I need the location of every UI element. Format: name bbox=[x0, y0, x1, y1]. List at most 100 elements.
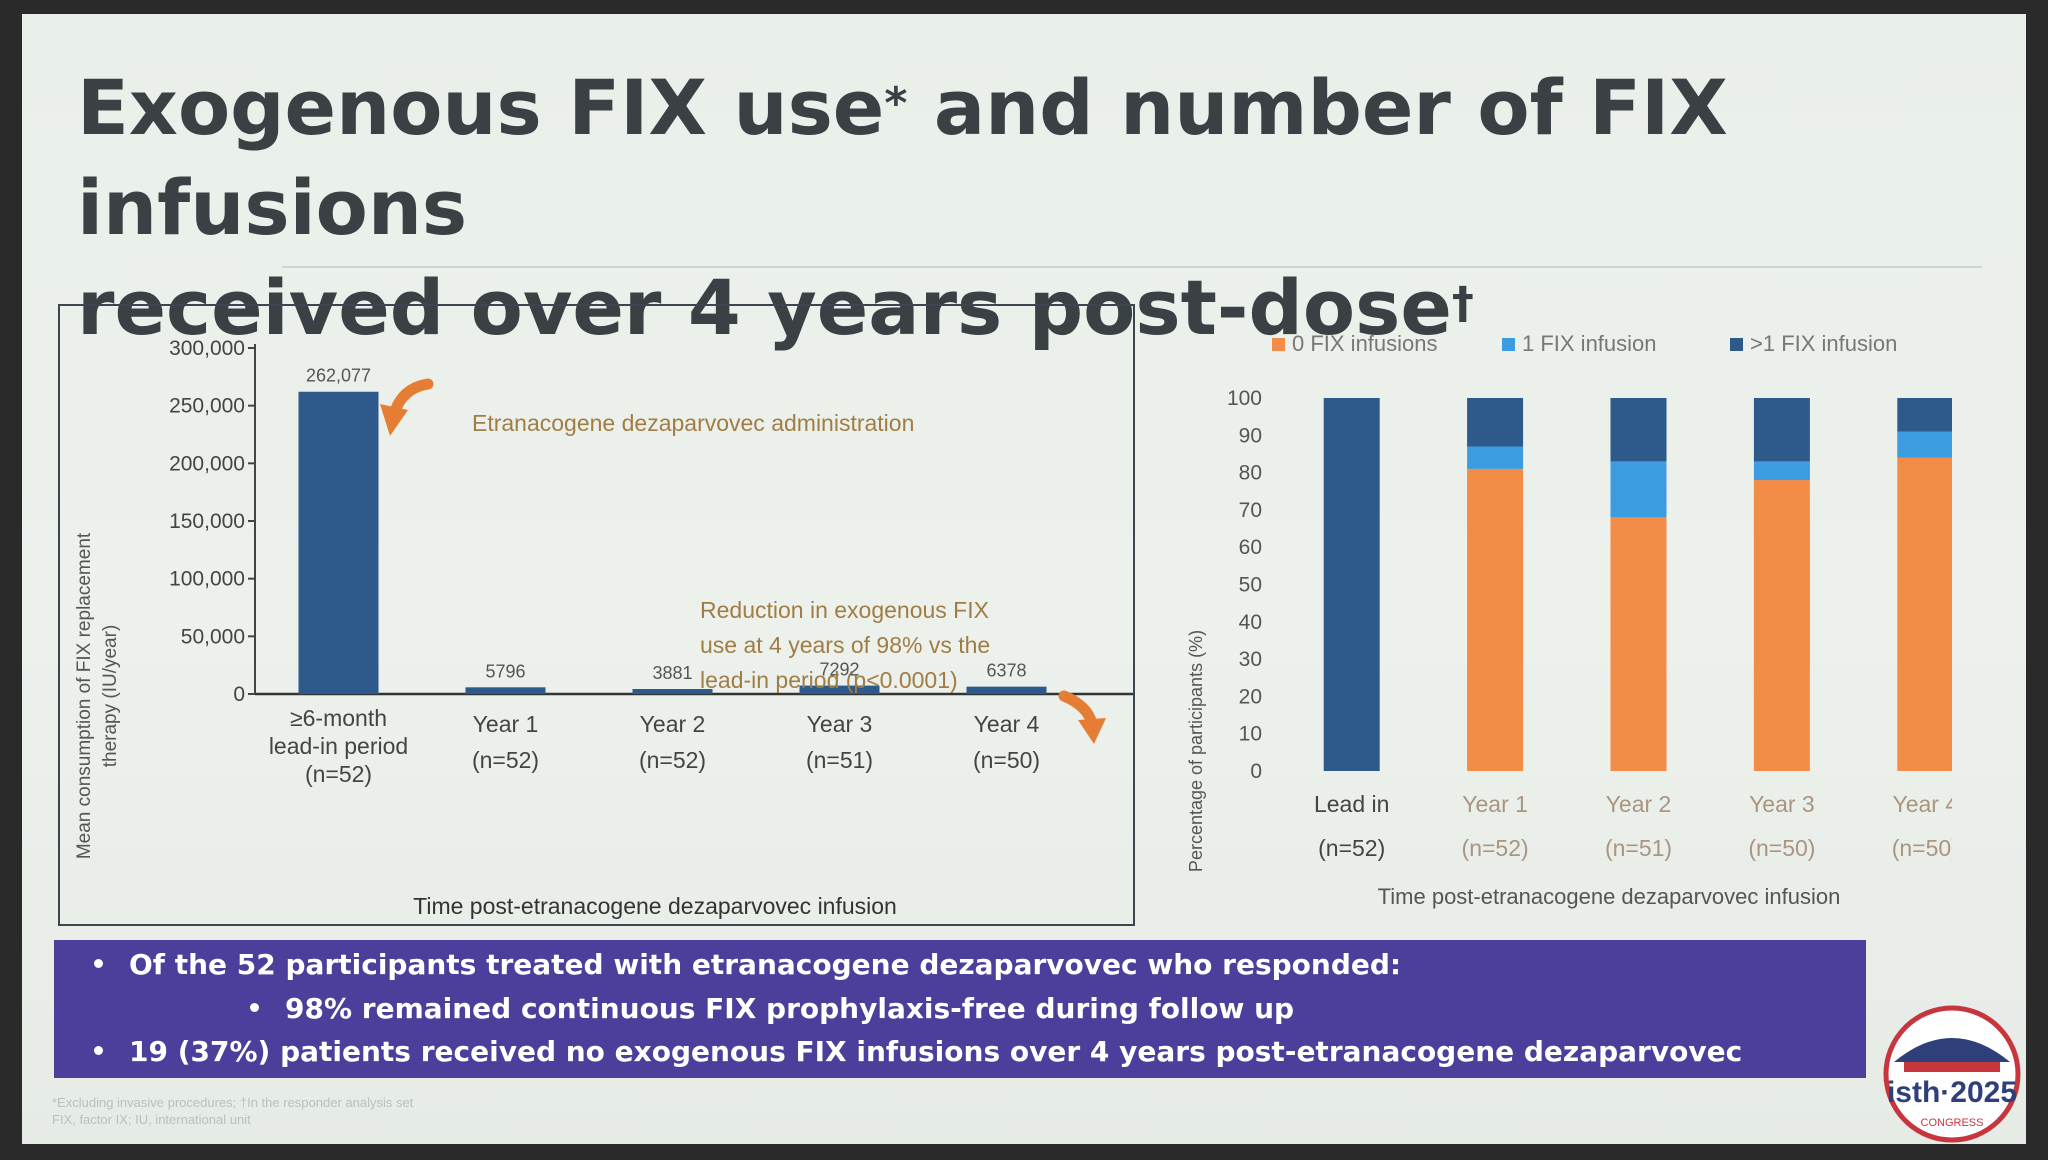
reduction-arrow-icon bbox=[1058, 690, 1106, 744]
stacked-bar-segment bbox=[1897, 431, 1952, 458]
isth-logo: isth·2025 CONGRESS bbox=[1883, 1005, 2021, 1143]
bar bbox=[632, 689, 713, 694]
stacked-bar-segment bbox=[1467, 468, 1524, 771]
legend-swatch bbox=[1730, 338, 1743, 351]
bar-value-label: 3881 bbox=[652, 663, 692, 683]
annotation-line: lead-in period (p<0.0001) bbox=[700, 667, 958, 693]
slide: Exogenous FIX use* and number of FIX inf… bbox=[22, 14, 2026, 1144]
category-label: (n=52) bbox=[472, 747, 539, 773]
bar-value-label: 7292 bbox=[819, 660, 859, 680]
category-label: Year 3 bbox=[807, 711, 873, 737]
category-label: (n=50) bbox=[1892, 835, 1952, 861]
admin-arrow-icon bbox=[380, 378, 434, 436]
title-dagger: † bbox=[1451, 278, 1474, 329]
y-tick-label: 100 bbox=[1227, 387, 1262, 410]
y-tick-label: 10 bbox=[1239, 723, 1262, 746]
legend-swatch bbox=[1272, 338, 1285, 351]
y-axis-label-line2: therapy (IU/year) bbox=[100, 625, 121, 768]
title-divider bbox=[282, 266, 1982, 268]
category-label: Year 1 bbox=[473, 711, 539, 737]
reduction-annotation: Reduction in exogenous FIX use at 4 years… bbox=[700, 597, 990, 693]
x-axis-label: Time post-etranacogene dezaparvovec infu… bbox=[1378, 884, 1841, 909]
admin-annotation: Etranacogene dezaparvovec administration bbox=[472, 410, 914, 436]
annotation-line: use at 4 years of 98% vs the bbox=[700, 632, 990, 658]
y-tick-label: 0 bbox=[1250, 760, 1262, 783]
category-label: ≥6-month bbox=[290, 705, 387, 731]
stacked-bar-segment bbox=[1610, 517, 1667, 771]
category-label: (n=52) bbox=[1462, 835, 1529, 861]
y-axis-label: Percentage of participants (%) bbox=[1186, 630, 1206, 872]
category-label: Year 2 bbox=[640, 711, 706, 737]
stacked-bar-segment bbox=[1467, 398, 1524, 447]
summary-callout: Of the 52 participants treated with etra… bbox=[54, 940, 1866, 1078]
category-label: (n=52) bbox=[1318, 835, 1385, 861]
bar-value-label: 262,077 bbox=[306, 366, 371, 386]
stacked-bar-segment bbox=[1753, 480, 1810, 771]
category-label: (n=50) bbox=[973, 747, 1040, 773]
stacked-bar-segment bbox=[1753, 398, 1810, 462]
bar-value-label: 5796 bbox=[485, 661, 525, 681]
category-label: Year 4 bbox=[974, 711, 1040, 737]
y-tick-label: 80 bbox=[1239, 462, 1262, 485]
bar-value-label: 6378 bbox=[986, 661, 1026, 681]
y-tick-label: 50,000 bbox=[181, 625, 245, 648]
svg-text:CONGRESS: CONGRESS bbox=[1921, 1117, 1984, 1129]
y-tick-label: 100,000 bbox=[169, 568, 245, 591]
y-tick-label: 70 bbox=[1239, 499, 1262, 522]
bullet-2: 98% remained continuous FIX prophylaxis-… bbox=[250, 992, 1294, 1025]
title-asterisk: * bbox=[884, 78, 908, 129]
category-label: (n=51) bbox=[806, 747, 873, 773]
category-label: (n=50) bbox=[1748, 835, 1815, 861]
footnote-1: *Excluding invasive procedures; †In the … bbox=[52, 1095, 414, 1110]
category-label: lead-in period bbox=[269, 733, 408, 759]
y-tick-label: 40 bbox=[1239, 611, 1262, 634]
fix-consumption-chart: Mean consumption of FIX replacement ther… bbox=[74, 337, 1133, 919]
category-label: Year 4 bbox=[1892, 791, 1952, 817]
stacked-bar-segment bbox=[1610, 461, 1667, 518]
stacked-bar-segment bbox=[1610, 398, 1667, 462]
bullet-3: 19 (37%) patients received no exogenous … bbox=[94, 1035, 1742, 1068]
slide-title: Exogenous FIX use* and number of FIX inf… bbox=[77, 58, 1977, 358]
bar bbox=[465, 687, 546, 694]
legend-label: 0 FIX infusions bbox=[1292, 331, 1438, 356]
title-line2: received over 4 years post-dose bbox=[77, 263, 1452, 352]
y-tick-label: 30 bbox=[1239, 648, 1262, 671]
y-tick-label: 50 bbox=[1239, 574, 1262, 597]
fix-infusions-chart: 0 FIX infusions 1 FIX infusion >1 FIX infu… bbox=[1186, 331, 1952, 909]
category-label: Year 1 bbox=[1462, 791, 1528, 817]
y-tick-label: 60 bbox=[1239, 536, 1262, 559]
title-line1-rest: and number of FIX infusions bbox=[77, 63, 1728, 252]
y-axis-label-line1: Mean consumption of FIX replacement bbox=[74, 532, 95, 859]
legend-label: 1 FIX infusion bbox=[1522, 331, 1657, 356]
category-label: (n=52) bbox=[639, 747, 706, 773]
bullet-dot-icon bbox=[250, 1002, 259, 1012]
bar bbox=[298, 391, 379, 694]
stacked-bar-segment bbox=[1323, 398, 1380, 771]
bullet-1: Of the 52 participants treated with etra… bbox=[94, 948, 1401, 981]
annotation-line: Reduction in exogenous FIX bbox=[700, 597, 989, 623]
legend-swatch bbox=[1502, 338, 1515, 351]
y-tick-label: 90 bbox=[1239, 424, 1262, 447]
category-label: Year 2 bbox=[1606, 791, 1672, 817]
stacked-bar-segment bbox=[1897, 457, 1952, 771]
footnotes: *Excluding invasive procedures; †In the … bbox=[52, 1094, 413, 1128]
bullet-dot-icon bbox=[94, 958, 103, 968]
legend-label: >1 FIX infusion bbox=[1750, 331, 1897, 356]
y-tick-label: 300,000 bbox=[169, 337, 245, 360]
bar bbox=[966, 686, 1047, 694]
stacked-bar-segment bbox=[1753, 461, 1810, 481]
footnote-2: FIX, factor IX; IU, international unit bbox=[52, 1112, 251, 1127]
stacked-bar-segment bbox=[1467, 446, 1524, 469]
category-label: (n=52) bbox=[305, 761, 372, 787]
y-tick-label: 200,000 bbox=[169, 452, 245, 475]
bullet-dot-icon bbox=[94, 1045, 103, 1055]
category-label: (n=51) bbox=[1605, 835, 1672, 861]
category-label: Lead in bbox=[1314, 791, 1389, 817]
y-tick-label: 0 bbox=[233, 683, 245, 706]
y-tick-label: 250,000 bbox=[169, 395, 245, 418]
bar bbox=[799, 685, 880, 694]
x-axis-label: Time post-etranacogene dezaparvovec infu… bbox=[413, 893, 897, 919]
svg-text:isth·2025: isth·2025 bbox=[1887, 1076, 2017, 1109]
title-line1: Exogenous FIX use bbox=[77, 63, 885, 152]
y-tick-label: 150,000 bbox=[169, 510, 245, 533]
